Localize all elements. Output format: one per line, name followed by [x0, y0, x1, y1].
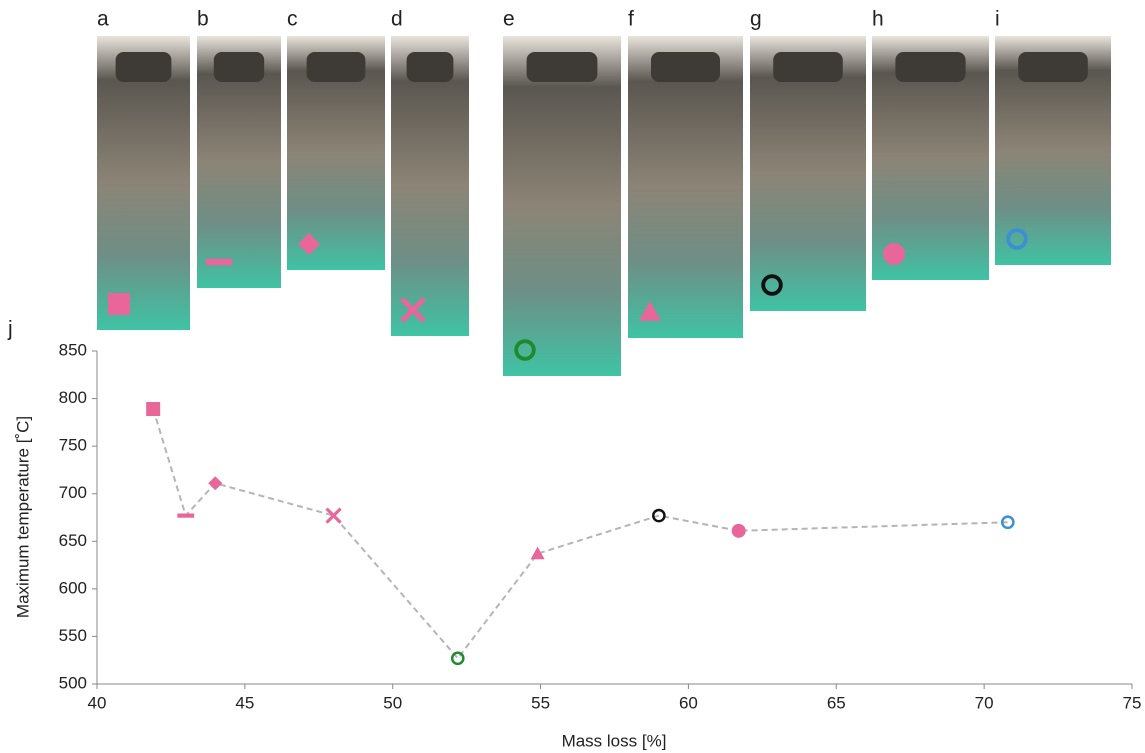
x-tick-label: 45 [235, 693, 254, 712]
panel-label: d [391, 8, 403, 31]
panel-label: j [7, 318, 13, 341]
marker [208, 476, 222, 490]
figure: j Mass loss [%] Maximum temperature [˚C]… [0, 0, 1145, 753]
line [153, 409, 1008, 658]
panel-label: i [995, 8, 1000, 31]
y-tick-label: 650 [59, 531, 87, 550]
y-tick-label: 700 [59, 483, 87, 502]
y-tick-label: 550 [59, 626, 87, 645]
panel-label: h [872, 8, 884, 31]
cell-top [651, 52, 720, 82]
page: {"photo_panels": ["a", "b", "c", "d", "e… [0, 0, 1145, 753]
y-tick-label: 800 [59, 388, 87, 407]
x-tick-label: 70 [975, 693, 994, 712]
x-tick-label: 65 [827, 693, 846, 712]
cell-top [773, 52, 843, 82]
y-tick-label: 500 [59, 673, 87, 692]
y-axis-title: Maximum temperature [˚C] [13, 416, 32, 618]
marker [732, 524, 746, 538]
panel-label: e [503, 8, 515, 31]
marker [108, 293, 130, 315]
x-tick-label: 75 [1123, 693, 1142, 712]
x-tick-label: 40 [88, 693, 107, 712]
y-tick-label: 600 [59, 578, 87, 597]
cell-top [895, 52, 965, 82]
panel-label: a [97, 8, 109, 31]
marker [883, 243, 905, 265]
panel-label: c [287, 8, 298, 31]
cell-top [527, 52, 598, 82]
panel-label: f [628, 8, 634, 31]
y-tick-label: 750 [59, 436, 87, 455]
photo [503, 36, 621, 376]
panel-label: b [197, 8, 209, 31]
marker [177, 513, 194, 517]
x-tick-label: 50 [383, 693, 402, 712]
cell-top [116, 52, 172, 82]
panel-label: g [750, 8, 762, 31]
cell-top [307, 52, 366, 82]
cell-top [407, 52, 454, 82]
marker [146, 402, 160, 416]
cell-top [1018, 52, 1088, 82]
y-tick-label: 850 [59, 340, 87, 359]
x-tick-label: 55 [531, 693, 550, 712]
x-axis-title: Mass loss [%] [562, 731, 667, 750]
x-tick-label: 60 [679, 693, 698, 712]
cell-top [214, 52, 264, 82]
marker [327, 509, 341, 523]
marker [452, 653, 463, 664]
marker [206, 259, 232, 266]
